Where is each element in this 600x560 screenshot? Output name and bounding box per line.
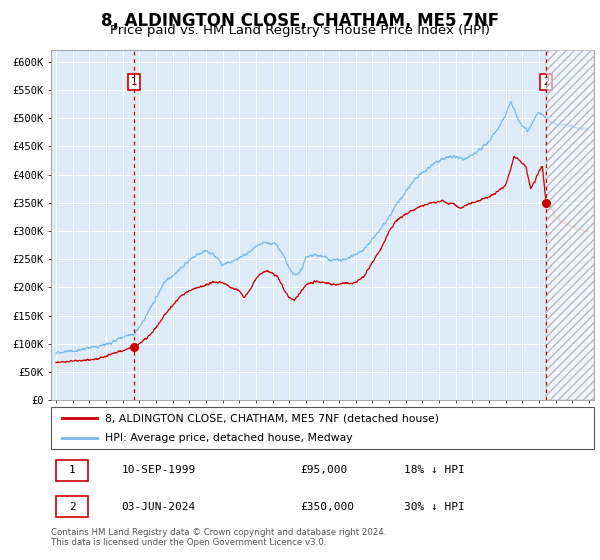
Text: HPI: Average price, detached house, Medway: HPI: Average price, detached house, Medw… [106, 433, 353, 443]
Text: Contains HM Land Registry data © Crown copyright and database right 2024.
This d: Contains HM Land Registry data © Crown c… [51, 528, 386, 547]
FancyBboxPatch shape [56, 460, 88, 481]
Text: 1: 1 [131, 77, 137, 87]
Text: 8, ALDINGTON CLOSE, CHATHAM, ME5 7NF (detached house): 8, ALDINGTON CLOSE, CHATHAM, ME5 7NF (de… [106, 413, 439, 423]
Text: 30% ↓ HPI: 30% ↓ HPI [404, 502, 465, 512]
Text: 2: 2 [543, 77, 549, 87]
Text: 10-SEP-1999: 10-SEP-1999 [122, 465, 196, 475]
Text: 03-JUN-2024: 03-JUN-2024 [122, 502, 196, 512]
Text: £95,000: £95,000 [301, 465, 348, 475]
FancyBboxPatch shape [56, 496, 88, 517]
Text: Price paid vs. HM Land Registry's House Price Index (HPI): Price paid vs. HM Land Registry's House … [110, 24, 490, 36]
Text: 1: 1 [69, 465, 76, 475]
Text: 2: 2 [69, 502, 76, 512]
Text: 18% ↓ HPI: 18% ↓ HPI [404, 465, 465, 475]
Text: 8, ALDINGTON CLOSE, CHATHAM, ME5 7NF: 8, ALDINGTON CLOSE, CHATHAM, ME5 7NF [101, 12, 499, 30]
Text: £350,000: £350,000 [301, 502, 355, 512]
FancyBboxPatch shape [51, 407, 594, 449]
